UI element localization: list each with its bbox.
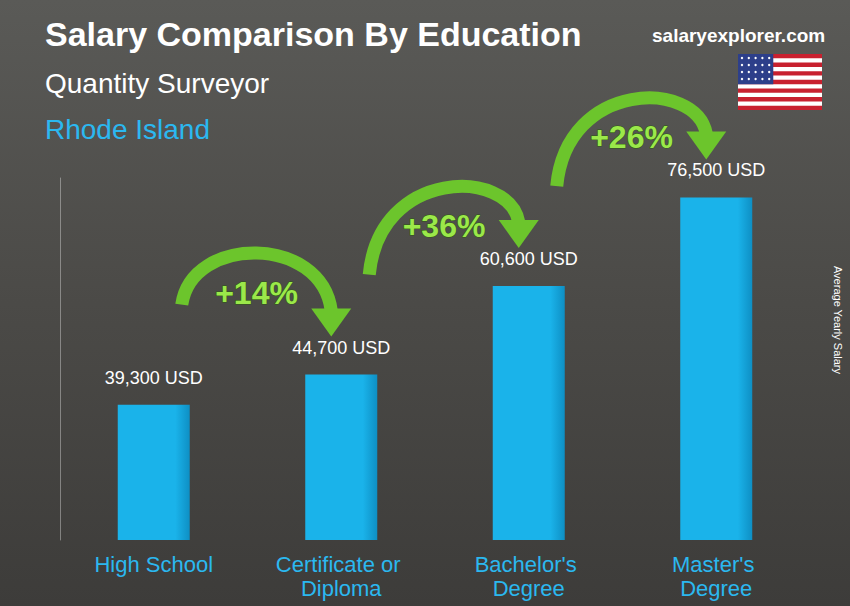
svg-text:+26%: +26% xyxy=(590,119,673,155)
svg-text:+14%: +14% xyxy=(215,275,298,311)
svg-text:60,600 USD: 60,600 USD xyxy=(480,249,578,269)
svg-text:44,700 USD: 44,700 USD xyxy=(292,338,390,358)
svg-text:Certificate or: Certificate or xyxy=(276,552,407,577)
svg-text:76,500 USD: 76,500 USD xyxy=(667,160,765,180)
svg-text:Degree: Degree xyxy=(493,576,565,601)
svg-text:Rhode Island: Rhode Island xyxy=(45,114,210,145)
svg-text:Quantity Surveyor: Quantity Surveyor xyxy=(45,68,269,99)
svg-text:High School: High School xyxy=(94,552,213,577)
svg-text:Degree: Degree xyxy=(680,576,752,601)
svg-text:Average Yearly Salary: Average Yearly Salary xyxy=(832,266,844,375)
svg-text:+36%: +36% xyxy=(403,208,486,244)
svg-text:Salary Comparison By Education: Salary Comparison By Education xyxy=(45,15,582,53)
svg-text:salaryexplorer.com: salaryexplorer.com xyxy=(652,25,825,46)
svg-text:Bachelor's: Bachelor's xyxy=(475,552,583,577)
svg-text:Diploma: Diploma xyxy=(301,576,382,601)
svg-text:Master's: Master's xyxy=(672,552,761,577)
svg-text:39,300 USD: 39,300 USD xyxy=(105,368,203,388)
